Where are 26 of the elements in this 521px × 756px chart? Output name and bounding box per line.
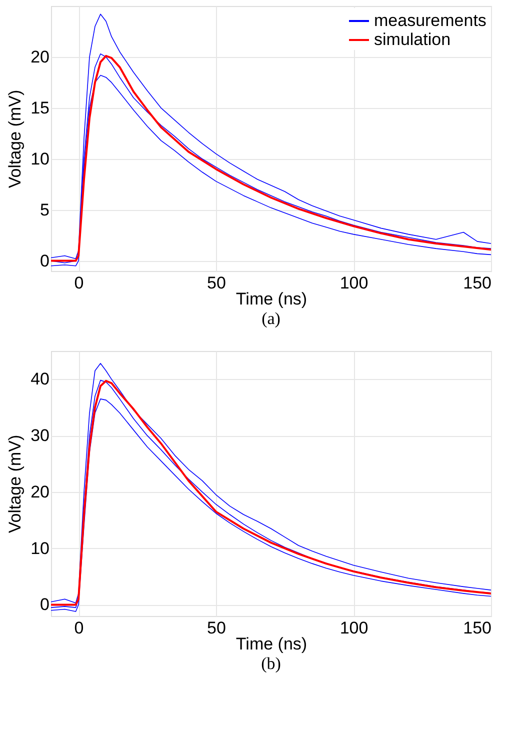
x-tick-label: 50 (207, 618, 226, 638)
y-tick-label: 0 (40, 595, 50, 614)
legend-label: measurements (374, 11, 486, 30)
x-axis-title: Time (ns) (236, 290, 308, 308)
x-tick-label: 150 (463, 618, 492, 638)
text: (a) (262, 309, 280, 328)
y-tick-label: 10 (30, 538, 50, 558)
x-tick-label: 0 (74, 274, 84, 292)
y-axis-title: Voltage (mV) (6, 90, 25, 188)
y-tick-label: 20 (30, 47, 50, 66)
x-tick-label: 100 (340, 618, 368, 638)
text: (b) (261, 654, 281, 673)
y-tick-label: 0 (40, 251, 50, 270)
y-axis-title: Voltage (mV) (6, 434, 25, 534)
y-tick-label: 15 (30, 98, 50, 118)
x-tick-label: 0 (74, 618, 84, 638)
legend-label: simulation (374, 30, 451, 49)
x-tick-label: 150 (463, 274, 492, 292)
y-tick-label: 30 (30, 426, 50, 446)
y-tick-label: 10 (30, 149, 50, 168)
x-tick-label: 100 (340, 274, 368, 292)
x-axis-title: Time (ns) (236, 634, 308, 654)
y-tick-label: 40 (30, 370, 50, 389)
y-tick-label: 5 (40, 200, 50, 220)
y-tick-label: 20 (30, 482, 50, 502)
x-tick-label: 50 (207, 274, 226, 292)
